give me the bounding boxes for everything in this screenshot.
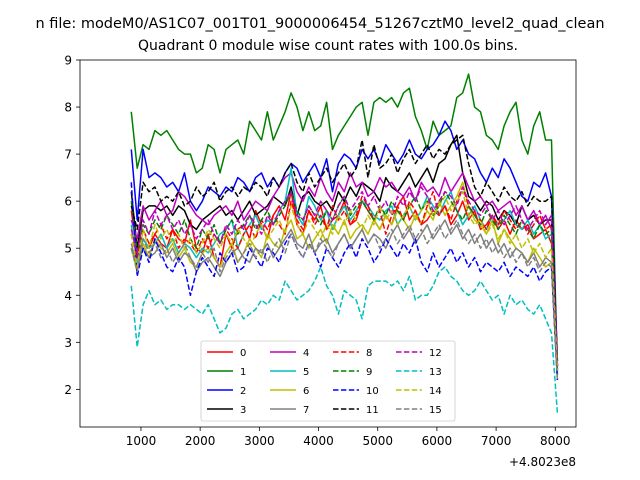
legend-label-12: 12 [429,348,442,359]
series-line-14 [130,190,559,371]
series-group [130,73,559,413]
legend-label-3: 3 [240,405,246,416]
legend-label-8: 8 [366,348,372,359]
y-tick-label: 7 [64,148,72,162]
x-tick-label: 5000 [362,434,393,448]
legend-label-0: 0 [240,348,246,359]
x-tick-label: 4000 [303,434,334,448]
legend-label-4: 4 [303,348,309,359]
series-line-12 [130,186,559,366]
chart-title: Quadrant 0 module wise count rates with … [138,38,518,54]
legend-label-5: 5 [303,367,309,378]
x-axis-offset-text: +4.8023e8 [509,455,576,469]
legend-frame [200,340,456,422]
legend-label-10: 10 [366,386,379,397]
series-line-4 [130,172,559,366]
x-tick-label: 7000 [481,434,512,448]
series-line-10 [130,182,559,380]
y-tick-label: 8 [64,101,72,115]
x-tick-label: 3000 [244,434,275,448]
legend-label-15: 15 [429,405,442,416]
x-tick-label: 2000 [185,434,216,448]
legend-label-9: 9 [366,367,372,378]
series-line-8 [130,186,559,366]
y-tick-label: 9 [64,54,72,68]
legend-label-14: 14 [429,386,442,397]
series-line-15 [130,219,559,380]
y-tick-label: 6 [64,195,72,209]
series-line-11 [130,134,559,362]
legend-label-1: 1 [240,367,246,378]
legend-label-2: 2 [240,386,246,397]
x-tick-label: 8000 [540,434,571,448]
legend-label-7: 7 [303,405,309,416]
plot-area-frame [79,59,577,428]
y-tick-label: 4 [64,289,72,303]
legend-label-11: 11 [366,405,379,416]
legend-label-6: 6 [303,386,309,397]
series-line-1 [130,73,559,376]
x-tick-label: 6000 [422,434,453,448]
series-line-13 [130,266,559,413]
x-tick-label: 1000 [126,434,157,448]
figure-suptitle: n file: modeM0/AS1C07_001T01_9000006454_… [35,16,604,32]
y-tick-label: 3 [64,336,72,350]
y-tick-label: 2 [64,383,72,397]
y-tick-label: 5 [64,242,72,256]
legend-label-13: 13 [429,367,442,378]
